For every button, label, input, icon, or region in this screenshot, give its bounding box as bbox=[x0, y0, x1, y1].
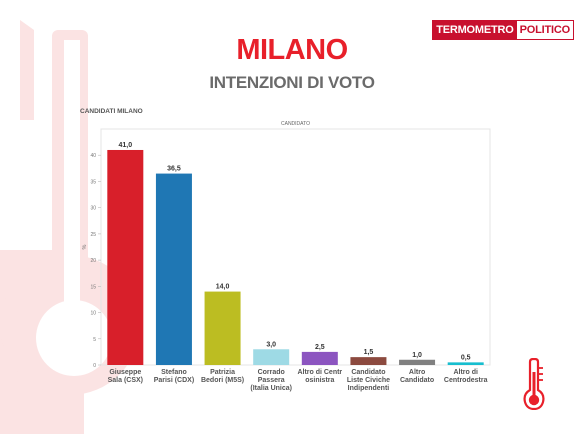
brand-logo-part2: POLITICO bbox=[516, 21, 573, 39]
brand-logo-part1: TERMOMETRO bbox=[433, 21, 517, 39]
x-tick-label: Bedori (M5S) bbox=[201, 377, 244, 384]
y-tick-label: 5 bbox=[93, 337, 96, 343]
y-axis-label: % bbox=[82, 244, 88, 249]
x-tick-label: Sala (CSX) bbox=[108, 377, 143, 384]
bar-value-label: 2,5 bbox=[315, 344, 325, 351]
y-tick-label: 30 bbox=[90, 206, 96, 212]
x-tick-label: Indipendenti bbox=[348, 385, 390, 392]
bar bbox=[253, 349, 290, 365]
chart-title: CANDIDATO bbox=[281, 121, 310, 127]
x-tick-label: Candidato bbox=[400, 377, 434, 384]
x-tick-label: Altro di bbox=[453, 369, 478, 376]
y-tick-label: 35 bbox=[90, 179, 96, 185]
chart-heading: CANDIDATI MILANO bbox=[80, 108, 143, 115]
bar bbox=[107, 149, 144, 365]
x-tick-label: osinistra bbox=[305, 377, 334, 384]
bar bbox=[399, 359, 436, 365]
y-tick-label: 40 bbox=[90, 153, 96, 159]
plot-area bbox=[100, 128, 491, 366]
y-tick-label: 15 bbox=[90, 284, 96, 290]
x-tick-label: Altro di Centr bbox=[297, 369, 342, 376]
y-tick-label: 10 bbox=[90, 311, 96, 317]
bar-value-label: 1,5 bbox=[364, 349, 374, 356]
bar bbox=[350, 357, 387, 365]
bar bbox=[155, 173, 192, 365]
x-tick-label: Corrado bbox=[258, 369, 285, 376]
bar-value-label: 1,0 bbox=[412, 352, 422, 359]
y-tick-label: 25 bbox=[90, 232, 96, 238]
thermometer-icon bbox=[523, 358, 545, 410]
x-tick-label: Patrizia bbox=[210, 369, 235, 376]
x-tick-label: Giuseppe bbox=[109, 369, 141, 376]
x-tick-label: Parisi (CDX) bbox=[154, 377, 194, 384]
x-tick-label: Candidato bbox=[351, 369, 385, 376]
x-tick-label: Liste Civiche bbox=[347, 377, 390, 384]
page-title: MILANO bbox=[236, 34, 348, 66]
bar bbox=[301, 351, 338, 365]
x-tick-label: Stefano bbox=[161, 369, 187, 376]
bar bbox=[204, 291, 241, 365]
bar-value-label: 3,0 bbox=[266, 341, 276, 348]
bar-value-label: 36,5 bbox=[167, 166, 181, 173]
y-tick-label: 0 bbox=[93, 363, 96, 369]
bar bbox=[447, 362, 484, 365]
x-tick-label: Centrodestra bbox=[444, 377, 488, 384]
bar-value-label: 14,0 bbox=[216, 284, 230, 291]
bar-value-label: 41,0 bbox=[119, 142, 133, 149]
brand-logo: TERMOMETRO POLITICO bbox=[432, 20, 574, 40]
x-tick-label: Passera bbox=[258, 377, 285, 384]
bar-value-label: 0,5 bbox=[461, 354, 471, 361]
y-tick-label: 20 bbox=[90, 258, 96, 264]
x-tick-label: (Italia Unica) bbox=[250, 385, 292, 392]
x-tick-label: Altro bbox=[409, 369, 425, 376]
page-subtitle: INTENZIONI DI VOTO bbox=[209, 73, 375, 92]
